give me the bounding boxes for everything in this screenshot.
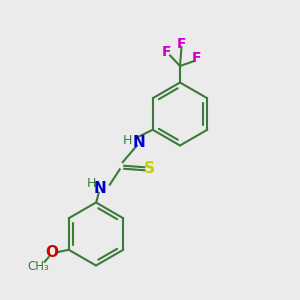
- Text: CH₃: CH₃: [28, 260, 50, 273]
- Text: N: N: [94, 181, 106, 196]
- Text: S: S: [144, 161, 155, 176]
- Text: F: F: [177, 37, 186, 50]
- Text: F: F: [162, 46, 171, 59]
- Text: H: H: [86, 177, 96, 190]
- Text: O: O: [46, 245, 59, 260]
- Text: H: H: [122, 134, 132, 147]
- Text: N: N: [132, 135, 145, 150]
- Text: F: F: [192, 52, 201, 65]
